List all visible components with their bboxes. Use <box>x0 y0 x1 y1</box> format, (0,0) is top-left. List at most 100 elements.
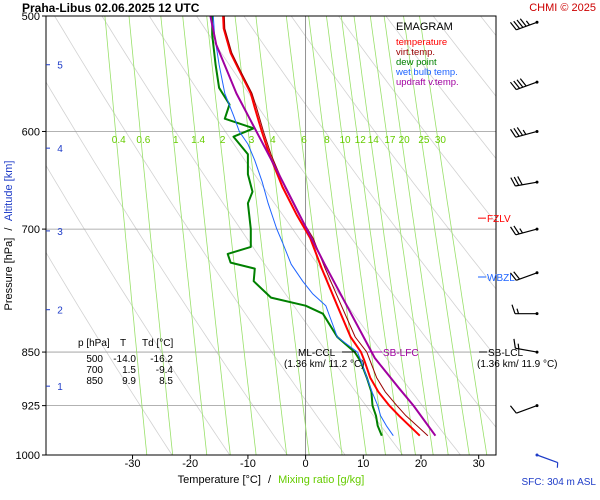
wind-barb-flag <box>516 79 524 88</box>
mixing-ratio-label: 25 <box>418 135 430 146</box>
wind-barb-flag <box>513 271 521 280</box>
wind-barb-dot <box>535 404 539 408</box>
mixing-ratio-label: 4 <box>270 135 276 146</box>
chart-header-title: Praha-Libus 02.06.2025 12 UTC <box>22 1 200 15</box>
mixing-ratio-line <box>403 16 470 455</box>
mixing-ratio-line <box>419 16 488 455</box>
wind-barb-flag <box>513 176 520 186</box>
table-cell: 8.5 <box>159 376 173 387</box>
wind-barb-half-flag <box>517 343 520 349</box>
sounding-series <box>209 16 437 437</box>
x-tick-label: 20 <box>415 458 427 470</box>
wind-barb-dot <box>535 271 539 275</box>
wind-barb <box>509 271 539 281</box>
wind-barb-staff <box>536 454 558 464</box>
wind-barb-flag <box>513 80 521 89</box>
wind-barb <box>510 127 539 138</box>
wind-barb-flag <box>519 18 527 27</box>
wind-barb-flag <box>509 81 517 90</box>
dry-adiabat-line <box>480 16 496 37</box>
x-tick-label: 10 <box>357 458 369 470</box>
altitude-tick-label: 5 <box>57 61 63 72</box>
mixing-ratio-line <box>326 16 386 455</box>
series-line-dew-point <box>211 16 383 437</box>
mixing-ratio-label: 1.4 <box>191 135 205 146</box>
annotation-label: SB-LFC <box>383 348 419 359</box>
mixing-ratio-label: 8 <box>324 135 330 146</box>
x-axis-label: Temperature [°C] / Mixing ratio [g/kg] <box>178 474 365 486</box>
table-cell: -14.0 <box>113 354 136 365</box>
table-header: Td [°C] <box>142 338 173 349</box>
wind-barb-staff <box>515 347 538 353</box>
wind-barb-dot <box>535 453 539 457</box>
legend-entry: temperature <box>396 37 447 48</box>
level-table: p [hPa] T Td [°C] 500 -14.0 -16.2 700 1.5 -9.4 85… <box>78 338 173 387</box>
table-cell: 9.9 <box>122 376 136 387</box>
table-cell: 500 <box>86 354 103 365</box>
x-tick-label: -30 <box>125 458 141 470</box>
wind-barb-flag <box>509 22 517 31</box>
table-cell: 850 <box>86 376 103 387</box>
dry-adiabat-line <box>338 16 496 224</box>
wind-barb-flag <box>516 19 524 28</box>
wind-barb <box>510 176 539 187</box>
dry-adiabat-line <box>528 16 600 455</box>
mixing-ratio-line <box>234 16 288 455</box>
pressure-tick-label: 700 <box>22 224 40 236</box>
dry-adiabat-line <box>46 164 231 455</box>
x-axis-label-mixing: Mixing ratio [g/kg] <box>278 474 364 486</box>
wind-barb <box>511 304 539 316</box>
wind-barb-half-flag <box>525 20 530 26</box>
mixing-ratio-label: 3 <box>249 135 255 146</box>
wind-barb-flag <box>510 177 516 187</box>
wind-barb-half-flag <box>519 228 524 234</box>
mixing-ratio-label: 0.4 <box>112 135 126 146</box>
wind-barb-dot <box>535 350 539 354</box>
wind-barb <box>510 225 539 236</box>
mixing-ratio-label: 12 <box>355 135 367 146</box>
wind-barb-dot <box>535 80 539 84</box>
wind-barb <box>509 404 539 414</box>
dry-adiabat-line <box>385 16 496 160</box>
y-axis-label-altitude: Altitude [km] <box>3 161 15 222</box>
legend-title: EMAGRAM <box>396 21 453 33</box>
mixing-ratio-line <box>182 16 231 455</box>
mixing-ratio-line <box>369 16 434 455</box>
wind-barb-dot <box>535 20 539 24</box>
wind-barb-flag <box>509 405 517 414</box>
legend-entry: updraft v.temp. <box>396 77 459 88</box>
table-header: T <box>120 338 126 349</box>
dry-adiabat-line <box>46 251 173 455</box>
wind-barb-staff <box>516 21 538 31</box>
wind-barb-flag <box>517 176 523 186</box>
altitude-tick-label: 2 <box>57 306 63 317</box>
x-tick-label: -10 <box>240 458 256 470</box>
mixing-ratio-lines <box>104 16 488 455</box>
mixing-ratio-label: 6 <box>301 135 307 146</box>
wind-barbs <box>509 18 559 468</box>
dry-adiabat-line <box>101 16 404 455</box>
wind-barb-half-flag <box>516 308 520 314</box>
wind-barb <box>513 338 539 354</box>
legend-entry: virt.temp. <box>396 47 435 58</box>
x-tick-label: 30 <box>473 458 485 470</box>
mixing-ratio-line <box>104 16 148 455</box>
surface-elevation-note: SFC: 304 m ASL <box>522 477 597 488</box>
plot-frame <box>45 15 497 456</box>
series-line-updraft-v-temp <box>209 16 437 437</box>
wind-barb-flag <box>516 127 524 136</box>
mixing-ratio-line <box>285 16 343 455</box>
annotation-detail: (1.36 km/ 11.9 °C) <box>477 359 558 370</box>
wind-barb <box>535 453 559 468</box>
series-line-temperature <box>222 16 421 437</box>
mixing-ratio-label: 20 <box>399 135 411 146</box>
dry-adiabat-line <box>290 16 496 290</box>
wind-barb-flag <box>510 226 517 236</box>
annotation-detail: (1.36 km/ 11.2 °C) <box>284 359 365 370</box>
wind-barb <box>509 18 539 31</box>
wind-barb-staff <box>515 228 538 236</box>
dry-adiabat-line <box>196 16 496 428</box>
y-axis-label: Pressure [hPa] / Altitude [km] <box>3 161 15 311</box>
